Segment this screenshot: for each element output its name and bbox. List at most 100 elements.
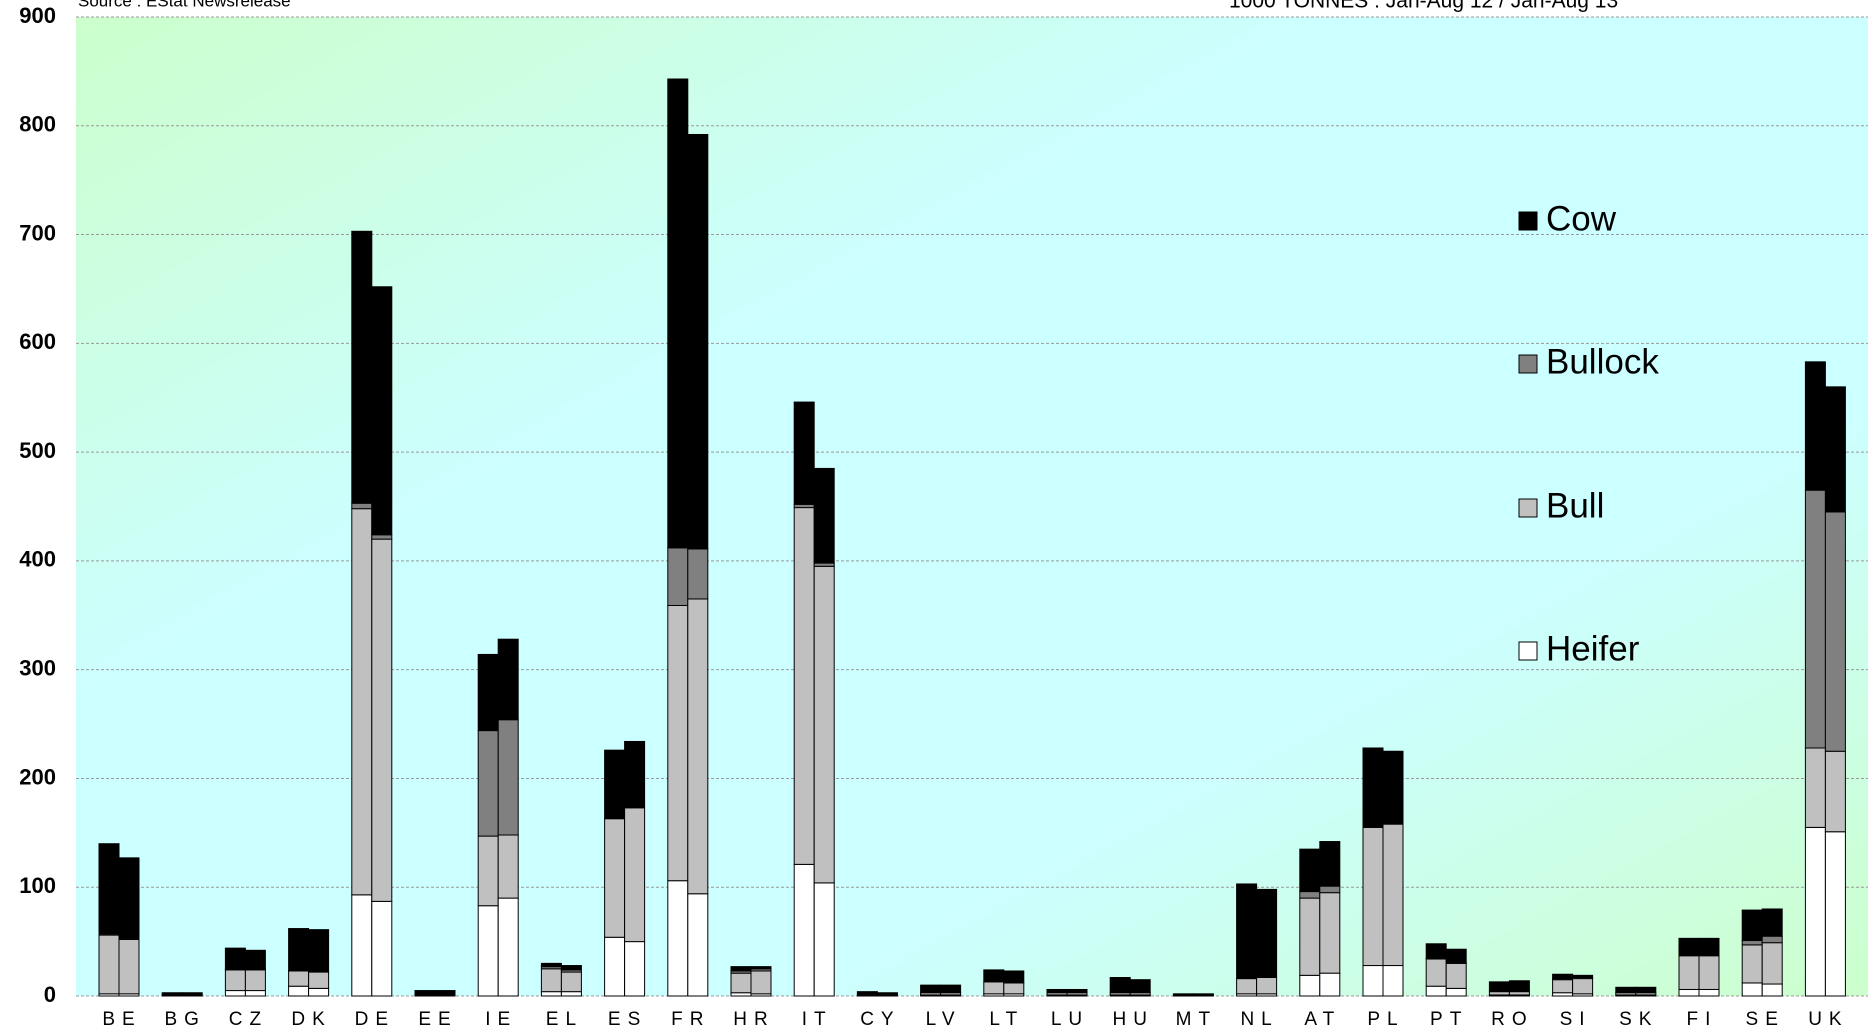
bar-segment <box>1572 974 1594 979</box>
x-tick-label: RO <box>1491 1009 1534 1030</box>
bar-segment <box>1678 955 1700 990</box>
y-tick-label: 200 <box>19 764 56 789</box>
bar-segment <box>1129 979 1151 994</box>
bar-segment <box>1425 958 1447 987</box>
x-tick-label: EE <box>418 1009 457 1030</box>
bar-segment <box>1761 908 1783 937</box>
bar-segment <box>813 882 835 997</box>
bar-segment <box>1362 965 1384 997</box>
y-tick-label: 700 <box>19 220 56 245</box>
bar-segment <box>604 936 626 997</box>
x-tick-label: DE <box>355 1009 395 1030</box>
bar-segment <box>1236 883 1258 980</box>
x-tick-label: LT <box>989 1009 1024 1030</box>
x-tick-label: LU <box>1051 1009 1089 1030</box>
y-tick-label: 300 <box>19 655 56 680</box>
bar-segment <box>497 897 519 997</box>
bar-segment <box>118 857 140 939</box>
bar-segment <box>1362 747 1384 828</box>
chart-title: 1000 TONNES : Jan-Aug 12 / Jan-Aug 13 <box>1229 0 1618 13</box>
x-tick-label: NL <box>1240 1009 1278 1030</box>
bar-segment <box>856 991 878 995</box>
legend-swatch <box>1518 354 1538 374</box>
x-tick-label: PL <box>1367 1009 1404 1030</box>
bar-segment <box>624 807 646 943</box>
bar-segment <box>1046 988 1068 994</box>
bar-segment <box>1824 831 1846 997</box>
bar-segment <box>540 962 562 968</box>
bar-segment <box>1425 985 1447 997</box>
bar-segment <box>497 638 519 721</box>
legend-swatch <box>1518 498 1538 518</box>
bar-segment <box>1741 940 1763 946</box>
bar-segment <box>1635 986 1657 994</box>
bar-segment <box>434 990 456 996</box>
bar-segment <box>920 984 942 994</box>
bar-segment <box>813 565 835 884</box>
bar-segment <box>1299 891 1321 899</box>
bar-segment <box>1572 978 1594 995</box>
bar-segment <box>1299 848 1321 893</box>
legend-swatch <box>1518 211 1538 231</box>
x-tick-label: BE <box>102 1009 141 1030</box>
bar-segment <box>1678 937 1700 957</box>
bar-segment <box>1003 970 1025 984</box>
bar-segment <box>624 941 646 997</box>
bar-segment <box>1445 962 1467 989</box>
bar-segment <box>224 990 246 997</box>
bar-segment <box>813 467 835 564</box>
bar-segment <box>244 990 266 997</box>
bar-segment <box>793 401 815 505</box>
bar-segment <box>477 835 499 907</box>
bar-segment <box>1319 885 1341 894</box>
bar-segment <box>687 598 709 895</box>
bar-segment <box>1804 826 1826 997</box>
bar-segment <box>1508 980 1530 993</box>
x-tick-label: PT <box>1430 1009 1468 1030</box>
x-tick-label: CY <box>860 1009 900 1030</box>
x-tick-label: BG <box>164 1009 205 1030</box>
bar-segment <box>1615 986 1637 994</box>
bar-segment <box>540 968 562 993</box>
bar-segment <box>1804 361 1826 491</box>
bar-segment <box>604 749 626 820</box>
bar-segment <box>497 719 519 836</box>
bar-segment <box>1804 747 1826 828</box>
legend-label: Bullock <box>1546 342 1659 381</box>
bar-segment <box>98 934 120 995</box>
bar-segment <box>1382 823 1404 967</box>
x-tick-label: SK <box>1619 1009 1658 1030</box>
y-tick-label: 100 <box>19 873 56 898</box>
x-tick-label: LV <box>926 1009 962 1030</box>
bar-segment <box>667 880 689 997</box>
bar-segment <box>1172 993 1194 997</box>
x-tick-label: EL <box>546 1009 583 1030</box>
legend-label: Bull <box>1546 486 1604 525</box>
x-tick-label: HR <box>733 1009 774 1030</box>
bar-segment <box>351 502 373 510</box>
x-tick-label: DK <box>291 1009 331 1030</box>
bar-segment <box>1192 993 1214 997</box>
bar-segment <box>1698 955 1720 990</box>
bar-segment <box>1761 942 1783 985</box>
x-tick-label: IE <box>485 1009 517 1030</box>
bar-segment <box>687 548 709 600</box>
x-tick-label: AT <box>1304 1009 1341 1030</box>
bar-segment <box>730 966 752 972</box>
x-tick-label: ES <box>608 1009 647 1030</box>
bar-segment <box>477 730 499 837</box>
legend-swatch <box>1518 641 1538 661</box>
bar-segment <box>876 992 898 995</box>
bar-segment <box>308 929 330 973</box>
bar-segment <box>687 893 709 997</box>
bar-segment <box>351 230 373 504</box>
x-tick-label: IT <box>802 1009 833 1030</box>
bar-segment <box>497 834 519 899</box>
x-tick-label: SE <box>1746 1009 1785 1030</box>
bar-segment <box>604 818 626 938</box>
bar-segment <box>161 992 183 996</box>
bar-segment <box>308 971 330 989</box>
bar-segment <box>1741 982 1763 997</box>
bar-segment <box>1066 988 1088 994</box>
